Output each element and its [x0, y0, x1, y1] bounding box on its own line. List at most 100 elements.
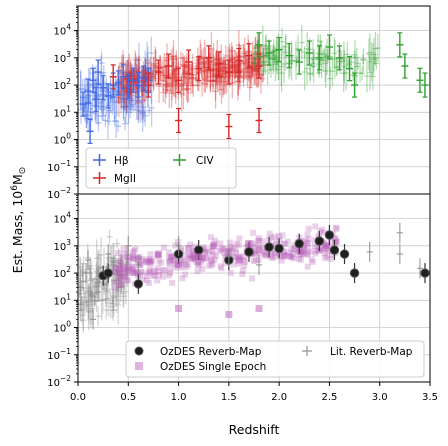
- cloud-point: [271, 44, 278, 58]
- cloud-point: [208, 262, 215, 269]
- cloud-point: [119, 87, 126, 101]
- cloud-point: [291, 246, 298, 253]
- cloud-point: [268, 234, 275, 241]
- cloud-point: [136, 271, 143, 278]
- data-point: [255, 246, 263, 254]
- cloud-point: [203, 73, 210, 89]
- cloud-point: [124, 59, 131, 97]
- cloud-point: [251, 56, 258, 84]
- cloud-point: [301, 46, 308, 59]
- cloud-point: [84, 274, 91, 312]
- data-point: [324, 224, 335, 245]
- data-point: [195, 56, 203, 82]
- cloud-point: [118, 276, 125, 283]
- cloud-point: [191, 256, 198, 263]
- x-tick-labels: 0.0 0.5 1.0 1.5 2.0 2.5 3.0 3.5: [70, 392, 438, 403]
- cloud-point: [220, 59, 227, 96]
- cloud-point: [234, 61, 241, 101]
- cloud-point: [372, 31, 379, 66]
- cloud-point: [132, 89, 139, 112]
- cloud-point: [198, 50, 205, 79]
- x-tick-label: 3.0: [372, 392, 388, 403]
- cloud-point: [149, 257, 156, 264]
- cloud-point: [235, 260, 242, 267]
- cloud-point: [115, 270, 122, 305]
- cloud-point: [112, 265, 119, 272]
- cloud-point: [124, 253, 131, 260]
- cloud-point: [270, 44, 277, 75]
- cloud-point: [88, 290, 95, 303]
- cloud-point: [218, 265, 225, 272]
- cloud-point: [199, 254, 206, 261]
- y-tick-label: 101: [53, 104, 71, 119]
- cloud-point: [184, 261, 191, 268]
- cloud-point: [252, 37, 259, 60]
- cloud-point: [115, 120, 122, 132]
- cloud-point: [212, 73, 219, 109]
- cloud-point: [186, 241, 193, 248]
- cloud-point: [125, 258, 132, 265]
- cloud-point: [186, 251, 193, 258]
- cloud-point: [314, 243, 321, 250]
- cloud-point: [322, 242, 329, 249]
- cloud-point: [341, 49, 348, 84]
- cloud-point: [187, 63, 194, 95]
- cloud-point: [200, 244, 207, 251]
- cloud-point: [170, 256, 177, 263]
- y-tick-label: 101: [53, 292, 71, 307]
- data-point: [98, 265, 108, 286]
- cloud-point: [227, 269, 234, 276]
- cloud-point: [118, 281, 125, 288]
- data-point: [401, 53, 409, 79]
- cloud-point: [160, 69, 167, 92]
- cloud-point: [110, 243, 117, 273]
- cloud-point: [170, 57, 177, 97]
- cloud-point: [198, 259, 205, 266]
- cloud-point: [296, 245, 303, 252]
- cloud-point: [94, 253, 101, 286]
- cloud-point: [115, 268, 122, 293]
- data-point: [264, 237, 274, 258]
- cloud-point: [311, 50, 318, 69]
- cloud-point: [186, 63, 193, 83]
- cloud-point: [260, 66, 267, 76]
- cloud-point: [131, 270, 138, 277]
- cloud-point: [232, 63, 239, 79]
- cloud-point: [99, 111, 106, 121]
- cloud-point: [218, 246, 225, 253]
- cloud-point: [304, 239, 311, 246]
- cloud-point: [207, 234, 214, 241]
- cloud-point: [235, 68, 242, 95]
- legend-top: Hβ MgII CIV: [85, 147, 237, 189]
- cloud-point: [192, 73, 199, 83]
- cloud-point: [118, 80, 125, 109]
- cloud-point: [125, 100, 132, 125]
- cloud-point: [310, 49, 317, 84]
- cloud-point: [93, 271, 100, 287]
- cloud-point: [145, 280, 152, 287]
- cloud-point: [241, 71, 248, 82]
- cloud-point: [251, 57, 258, 70]
- x-tick-label: 3.5: [422, 392, 438, 403]
- cloud-point: [241, 256, 248, 263]
- cloud-point: [278, 54, 285, 93]
- series-h-: [79, 59, 152, 144]
- cloud-point: [85, 104, 92, 133]
- y-axis-label-unit: M: [10, 174, 25, 185]
- cloud-point: [222, 61, 229, 81]
- data-point: [215, 51, 223, 77]
- series-mgii: [109, 43, 263, 140]
- cloud-point: [202, 249, 209, 256]
- cloud-point: [120, 273, 127, 280]
- cloud-point: [110, 256, 117, 268]
- cloud-point: [340, 54, 347, 93]
- cloud-point: [194, 57, 201, 69]
- data-point: [255, 53, 263, 79]
- cloud-point: [354, 56, 361, 70]
- cloud-point: [340, 41, 347, 81]
- cloud-point: [228, 243, 235, 250]
- data-point: [154, 250, 162, 258]
- cloud-point: [136, 63, 143, 102]
- cloud-point: [230, 261, 237, 268]
- cloud-point: [180, 70, 187, 110]
